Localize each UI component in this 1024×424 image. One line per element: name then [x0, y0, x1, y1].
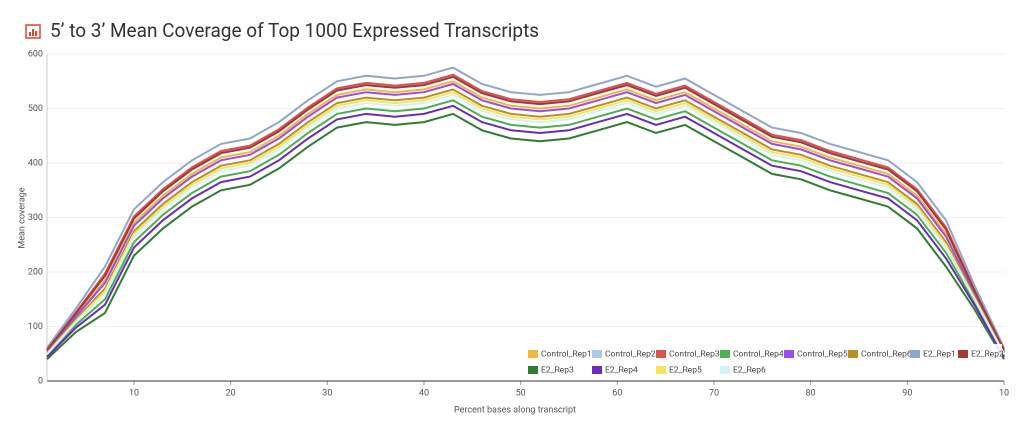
- legend-swatch: [656, 350, 666, 358]
- series-line: [46, 74, 1005, 351]
- legend-label: Control_Rep4: [733, 349, 784, 359]
- y-tick-label: 500: [28, 104, 43, 114]
- y-axis-title: Mean coverage: [17, 187, 27, 248]
- legend-label: Control_Rep1: [541, 349, 592, 359]
- series-line: [46, 80, 1005, 352]
- legend-swatch: [656, 366, 666, 374]
- legend-swatch: [910, 350, 920, 358]
- y-tick-label: 200: [28, 267, 43, 277]
- x-tick-label: 20: [226, 388, 236, 398]
- series-line: [46, 99, 1005, 357]
- legend-box: [524, 344, 1002, 378]
- y-tick-label: 0: [38, 376, 43, 386]
- legend-label: E2_Rep3: [541, 365, 574, 375]
- x-tick-label: 90: [902, 388, 912, 398]
- series-line: [46, 82, 1005, 353]
- legend-label: Control_Rep2: [605, 349, 656, 359]
- y-tick-label: 600: [28, 49, 43, 59]
- legend-label: Control_Rep6: [861, 349, 912, 359]
- x-tick-label: 70: [709, 388, 719, 398]
- series-line: [46, 104, 1005, 358]
- legend-swatch: [784, 350, 794, 358]
- legend: Control_Rep1 Control_Rep2 Control_Rep3 Cont…: [524, 344, 1004, 378]
- legend-swatch: [958, 350, 968, 358]
- legend-label: E2_Rep6: [733, 365, 766, 375]
- legend-swatch: [592, 350, 602, 358]
- x-axis-title: Percent bases along transcript: [454, 405, 576, 415]
- title-icon: [25, 24, 41, 39]
- legend-label: E2_Rep5: [669, 365, 702, 375]
- legend-label: E2_Rep1: [923, 349, 956, 359]
- series-line: [46, 75, 1005, 351]
- x-tick-label: 60: [612, 388, 622, 398]
- legend-label: E2_Rep2: [971, 349, 1004, 359]
- x-tick-label: 10: [999, 388, 1009, 398]
- series-line: [46, 73, 1005, 351]
- legend-swatch: [528, 366, 538, 374]
- legend-swatch: [848, 350, 858, 358]
- x-tick-label: 50: [516, 388, 526, 398]
- chart-title: 5’ to 3’ Mean Coverage of Top 1000 Expre…: [50, 19, 539, 42]
- series-line: [46, 66, 1005, 349]
- legend-label: Control_Rep5: [797, 349, 848, 359]
- y-tick-label: 100: [28, 322, 43, 332]
- legend-swatch: [528, 350, 538, 358]
- series-line: [46, 112, 1005, 360]
- series-line: [46, 91, 1005, 355]
- legend-swatch: [592, 366, 602, 374]
- y-tick-label: 300: [28, 213, 43, 223]
- x-tick-label: 10: [129, 388, 139, 398]
- legend-label: Control_Rep3: [669, 349, 720, 359]
- y-tick-label: 400: [28, 158, 43, 168]
- x-tick-label: 80: [806, 388, 816, 398]
- x-tick-label: 30: [322, 388, 332, 398]
- legend-swatch: [720, 366, 730, 374]
- series-line: [46, 93, 1005, 355]
- x-tick-label: 40: [419, 388, 429, 398]
- legend-swatch: [720, 350, 730, 358]
- legend-label: E2_Rep4: [605, 365, 638, 375]
- series-line: [46, 88, 1005, 354]
